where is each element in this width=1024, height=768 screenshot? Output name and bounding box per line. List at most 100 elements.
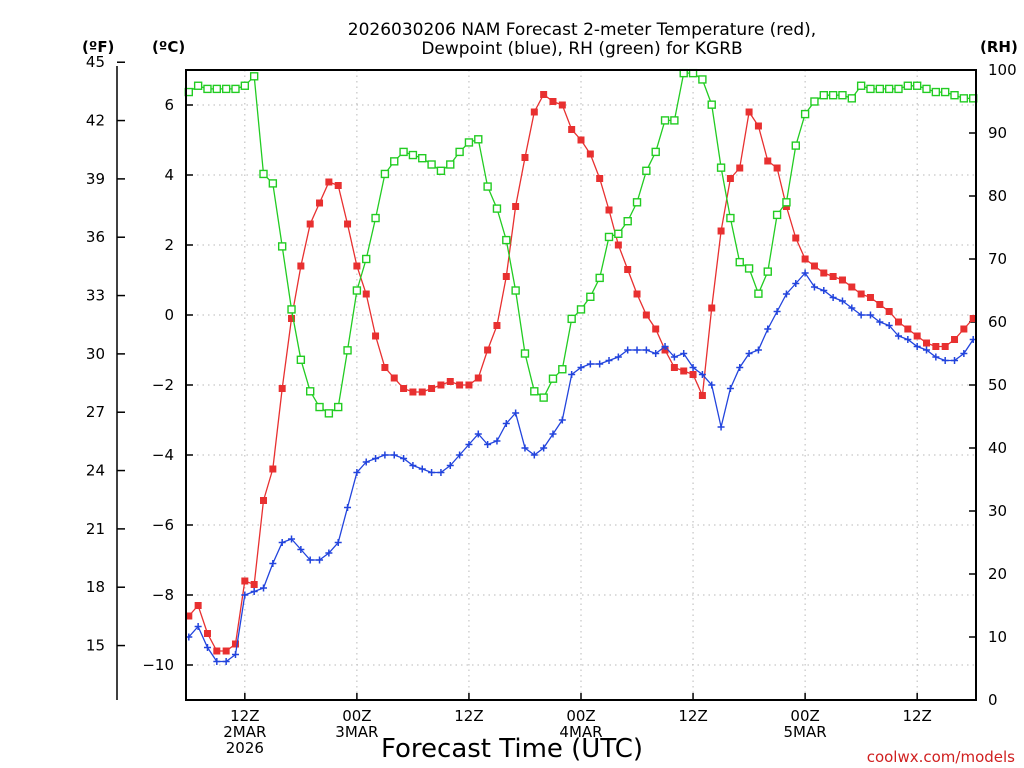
celsius-tick-label: −2 xyxy=(152,376,174,394)
data-point-temperature xyxy=(372,332,380,340)
data-point-rh xyxy=(716,163,726,172)
data-point-dewpoint xyxy=(269,560,277,567)
data-point-rh xyxy=(231,84,240,94)
data-point-temperature xyxy=(484,346,492,354)
data-point-dewpoint xyxy=(203,644,211,651)
data-point-dewpoint xyxy=(624,346,632,354)
fahrenheit-tick-label: 39 xyxy=(86,170,105,188)
series-dewpoint xyxy=(185,269,977,665)
data-point-dewpoint xyxy=(680,350,688,357)
data-point-rh xyxy=(950,90,959,100)
data-point-rh xyxy=(763,267,772,276)
data-point-dewpoint xyxy=(661,343,669,350)
celsius-tick-label: −10 xyxy=(142,656,174,674)
rh-tick-label: 20 xyxy=(988,565,1007,583)
data-point-temperature xyxy=(708,304,716,312)
celsius-tick-label: 0 xyxy=(164,306,174,324)
data-point-rh xyxy=(828,90,838,100)
data-point-temperature xyxy=(633,290,641,298)
data-point-temperature xyxy=(726,175,734,182)
data-point-temperature xyxy=(577,136,585,144)
data-point-dewpoint xyxy=(586,360,594,368)
data-point-dewpoint xyxy=(316,556,324,564)
data-point-dewpoint xyxy=(876,318,884,326)
data-point-temperature xyxy=(278,385,286,392)
data-point-dewpoint xyxy=(577,364,585,371)
data-point-rh xyxy=(772,210,782,220)
data-point-dewpoint xyxy=(493,437,501,445)
data-point-dewpoint xyxy=(558,416,566,424)
data-point-rh xyxy=(334,402,343,412)
data-point-temperature xyxy=(558,101,566,109)
data-point-temperature xyxy=(894,318,902,326)
data-point-rh xyxy=(483,182,492,191)
data-point-temperature xyxy=(773,164,781,172)
data-point-rh xyxy=(446,160,455,169)
data-point-dewpoint xyxy=(764,325,772,333)
data-point-temperature xyxy=(941,343,949,350)
data-point-temperature xyxy=(960,325,968,333)
data-point-dewpoint xyxy=(568,371,576,378)
data-point-dewpoint xyxy=(904,336,912,343)
data-point-temperature xyxy=(437,381,445,389)
data-point-rh xyxy=(287,305,296,314)
data-point-dewpoint xyxy=(428,469,436,476)
data-point-temperature xyxy=(866,294,874,301)
time-tick-label: 00Z xyxy=(790,707,819,725)
data-point-rh xyxy=(819,90,828,100)
credit-text: coolwx.com/models xyxy=(867,748,1015,766)
data-point-temperature xyxy=(213,647,221,655)
rh-tick-label: 30 xyxy=(988,502,1007,520)
data-point-dewpoint xyxy=(512,409,520,417)
celsius-tick-label: 2 xyxy=(164,236,174,254)
data-point-dewpoint xyxy=(848,304,856,312)
data-point-dewpoint xyxy=(231,651,239,658)
data-point-dewpoint xyxy=(857,311,865,319)
data-point-temperature xyxy=(848,283,856,291)
data-point-dewpoint xyxy=(726,385,734,392)
data-point-temperature xyxy=(493,322,501,329)
data-point-temperature xyxy=(428,385,436,392)
data-point-dewpoint xyxy=(278,539,286,546)
data-point-rh xyxy=(940,87,950,97)
data-point-rh xyxy=(362,254,371,264)
data-point-dewpoint xyxy=(932,353,940,361)
chart-title: 2026030206 NAM Forecast 2-meter Temperat… xyxy=(348,20,816,59)
data-point-temperature xyxy=(381,364,389,371)
data-point-rh xyxy=(754,289,763,298)
data-point-temperature xyxy=(288,315,296,322)
data-point-temperature xyxy=(736,164,744,172)
data-point-rh xyxy=(399,147,408,157)
data-point-temperature xyxy=(344,220,352,228)
data-point-rh xyxy=(380,169,390,179)
data-point-rh xyxy=(875,84,885,94)
data-point-temperature xyxy=(652,325,660,333)
time-tick-label: 00Z xyxy=(566,707,595,725)
rh-tick-label: 60 xyxy=(988,313,1007,331)
data-point-dewpoint xyxy=(334,539,342,546)
data-point-rh xyxy=(726,213,735,223)
data-point-temperature xyxy=(530,108,538,116)
rh-tick-label: 100 xyxy=(988,61,1017,79)
data-point-rh xyxy=(632,198,642,207)
data-point-rh xyxy=(203,84,212,94)
plot-frame xyxy=(185,69,977,701)
fahrenheit-tick-label: 45 xyxy=(86,53,105,71)
data-point-rh xyxy=(567,314,576,324)
data-point-dewpoint xyxy=(670,353,678,361)
data-point-temperature xyxy=(913,332,921,340)
data-point-dewpoint xyxy=(222,658,230,665)
series-rh xyxy=(184,68,978,418)
data-point-dewpoint xyxy=(344,504,352,511)
data-point-temperature xyxy=(390,374,398,382)
data-point-dewpoint xyxy=(745,350,753,357)
data-point-rh xyxy=(866,84,875,94)
data-point-rh xyxy=(436,166,446,176)
data-point-rh xyxy=(558,365,567,374)
data-point-temperature xyxy=(334,182,342,189)
fahrenheit-tick-label: 42 xyxy=(86,112,105,130)
data-point-temperature xyxy=(689,371,697,378)
data-point-rh xyxy=(604,232,614,242)
data-point-temperature xyxy=(838,276,846,284)
